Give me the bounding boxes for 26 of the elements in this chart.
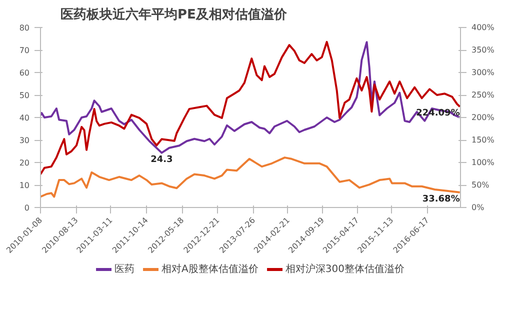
line-series bbox=[40, 41, 460, 154]
y2-tick-label: 350% bbox=[472, 46, 495, 54]
y-tick-label: 60 bbox=[19, 68, 30, 78]
y2-tick-label: 100% bbox=[472, 158, 495, 167]
y-tick-label: 50 bbox=[19, 91, 30, 100]
legend-label: 相对A股整体估值溢价 bbox=[162, 262, 258, 276]
y-tick-label: 40 bbox=[19, 114, 30, 122]
y-tick-label: 30 bbox=[19, 136, 30, 145]
y2-tick-label: 250% bbox=[472, 90, 495, 100]
y-tick-label: 0 bbox=[24, 204, 30, 212]
legend-label: 医药 bbox=[114, 262, 135, 276]
y-tick-label: 70 bbox=[19, 46, 30, 55]
y-tick-label: 10 bbox=[19, 181, 30, 190]
y2-tick-label: 400% bbox=[472, 23, 495, 32]
data-label: 33.68% bbox=[422, 194, 460, 204]
line-series bbox=[40, 40, 460, 176]
data-label: 24.3 bbox=[150, 154, 173, 165]
y-tick-label: 20 bbox=[19, 158, 30, 168]
y2-tick-label: 0% bbox=[472, 203, 485, 212]
y2-tick-label: 300% bbox=[472, 68, 495, 77]
y2-tick-label: 150% bbox=[472, 136, 495, 144]
chart-title: 医药板块近六年平均PE及相对估值溢价 bbox=[60, 6, 288, 22]
legend-label: 相对沪深300整体估值溢价 bbox=[285, 262, 404, 276]
y-tick-label: 80 bbox=[19, 24, 30, 32]
y2-tick-label: 50% bbox=[472, 180, 490, 190]
y2-tick-label: 200% bbox=[472, 113, 495, 122]
